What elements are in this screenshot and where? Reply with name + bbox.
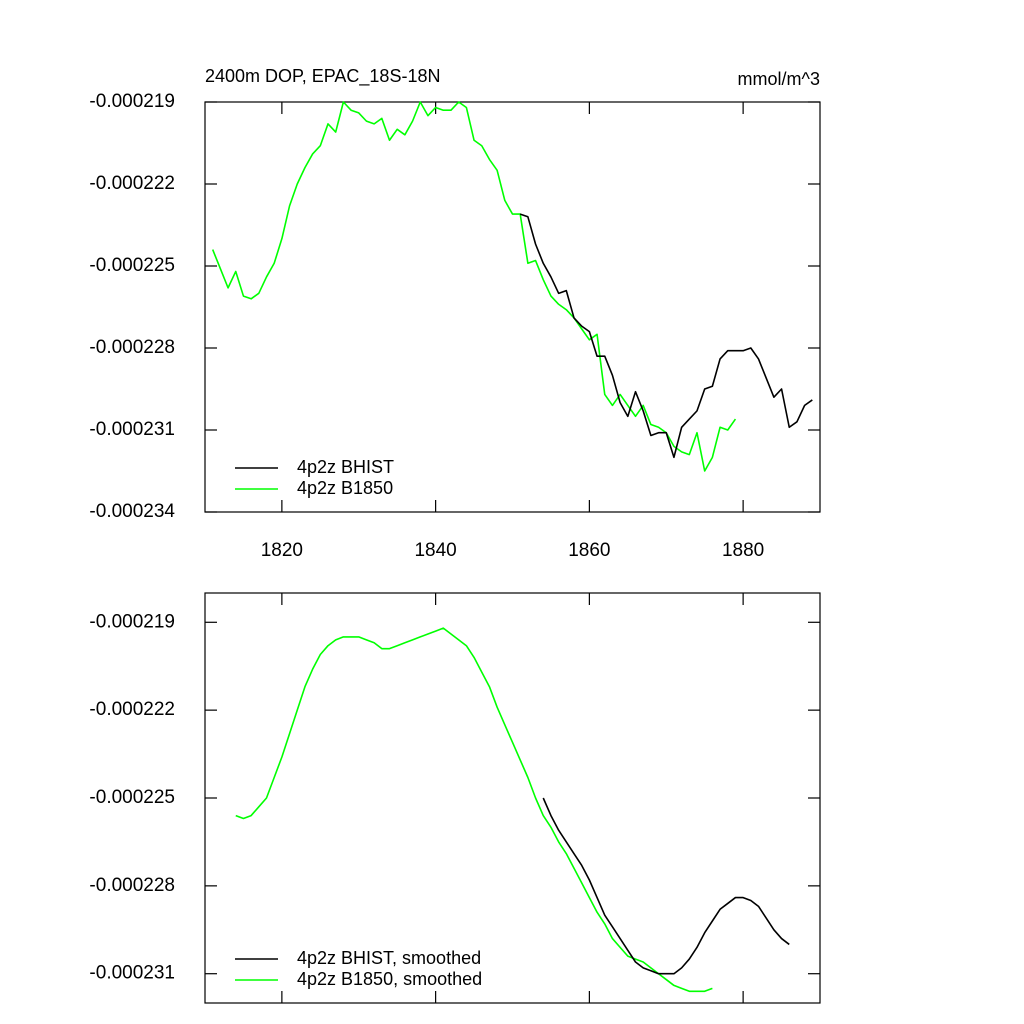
y-tick-label: -0.000228 [89,337,175,358]
y-tick-label: -0.000228 [89,875,175,896]
y-tick-label: -0.000222 [89,699,175,720]
plot-frame [204,592,821,1004]
y-tick-label: -0.000231 [89,963,175,984]
x-tick-label: 1840 [414,540,456,561]
y-tick-label: -0.000219 [89,91,175,112]
legend-label: 4p2z BHIST, smoothed [297,948,481,968]
legend-label: 4p2z B1850 [297,478,393,498]
y-tick-label: -0.000222 [89,173,175,194]
x-tick-label: 1820 [261,540,303,561]
legend-label: 4p2z B1850, smoothed [297,969,482,989]
series-line [519,213,813,459]
x-tick-label: 1880 [722,540,764,561]
legend-label: 4p2z BHIST [297,457,394,477]
units-label: mmol/m^3 [738,69,820,89]
plot-frame [204,101,821,513]
chart-title: 2400m DOP, EPAC_18S-18N [205,66,440,87]
y-tick-label: -0.000225 [89,787,175,808]
y-tick-label: -0.000231 [89,419,175,440]
y-tick-label: -0.000219 [89,611,175,632]
series-line [542,797,790,975]
x-tick-label: 1860 [568,540,610,561]
y-tick-label: -0.000225 [89,255,175,276]
series-line [211,101,737,472]
y-tick-label: -0.000234 [89,501,175,522]
